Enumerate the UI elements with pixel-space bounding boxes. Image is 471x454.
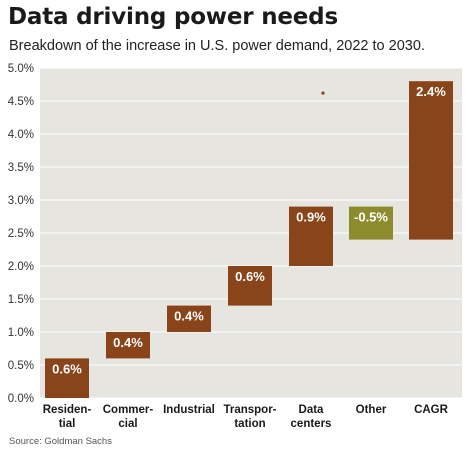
y-tick-label: 2.0% [8,261,34,273]
bar [409,81,453,240]
source-note: Source: Goldman Sachs [9,436,112,447]
x-tick-label: Residen- [43,404,92,416]
data-label: 0.6% [235,269,265,284]
x-tick-label: CAGR [414,404,449,416]
stray-dot [321,91,325,95]
data-label: 0.4% [174,309,204,324]
bar [349,206,393,240]
data-label: 0.6% [52,361,82,376]
x-tick-label: Commer- [103,404,154,416]
y-tick-label: 3.5% [8,162,34,174]
chart-subtitle: Breakdown of the increase in U.S. power … [9,38,425,54]
x-tick-label: Data [299,404,325,416]
y-tick-label: 5.0% [8,63,34,75]
data-label: 0.4% [113,335,143,350]
x-tick-label: cial [118,418,137,430]
y-tick-label: 4.0% [8,129,34,141]
bar [228,266,272,306]
y-tick-label: 1.5% [8,294,34,306]
bar [45,358,89,398]
x-tick-label: Transpor- [223,404,276,416]
x-tick-label: tation [234,418,265,430]
x-tick-label: tial [59,418,76,430]
x-axis-categories: Residen-tial Commer-cial Industrial Transpo… [43,404,449,430]
y-tick-label: 0.0% [8,393,34,405]
y-tick-label: 4.5% [8,96,34,108]
bar [289,206,333,266]
bar [106,332,150,359]
x-tick-label: centers [291,418,332,430]
y-tick-label: 0.5% [8,360,34,372]
data-label: 2.4% [416,84,446,99]
data-label: -0.5% [354,210,388,225]
chart-title: Data driving power needs [8,4,338,30]
data-label: 0.9% [296,210,326,225]
y-tick-label: 3.0% [8,195,34,207]
bars [45,81,453,398]
x-tick-label: Other [356,404,387,416]
bar [167,305,211,332]
y-tick-label: 1.0% [8,327,34,339]
y-tick-label: 2.5% [8,228,34,240]
x-tick-label: Industrial [163,404,215,416]
data-labels: 0.6% 0.4% 0.4% 0.6% 0.9% -0.5% 2.4% [52,84,446,376]
y-axis-ticks: 0.0% 0.5% 1.0% 1.5% 2.0% 2.5% 3.0% 3.5% 4.0% 4.5%… [8,63,34,405]
